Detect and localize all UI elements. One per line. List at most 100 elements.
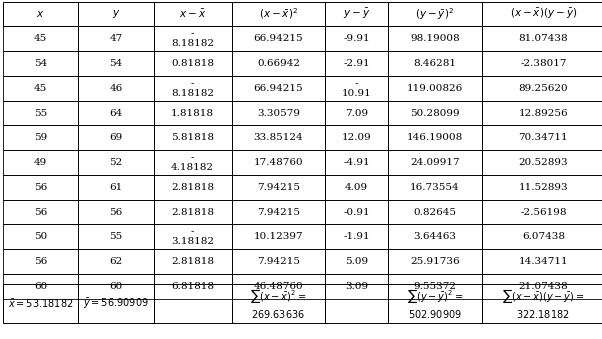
Bar [482, 200, 602, 224]
Bar [154, 150, 232, 175]
Bar [78, 26, 154, 51]
Bar [3, 76, 78, 101]
Text: 60: 60 [34, 282, 48, 291]
Text: -
4.18182: - 4.18182 [171, 153, 214, 172]
Text: 12.89256: 12.89256 [518, 108, 568, 118]
Text: -
3.18182: - 3.18182 [171, 227, 214, 246]
Text: 61: 61 [109, 183, 123, 192]
Text: 70.34711: 70.34711 [518, 133, 568, 142]
Bar [154, 175, 232, 200]
Bar [232, 26, 325, 51]
Bar [325, 125, 388, 150]
Bar [325, 274, 388, 299]
Text: $\sum(x-\bar{x})(y-\bar{y})=$
$322.18182$: $\sum(x-\bar{x})(y-\bar{y})=$ $322.18182… [502, 287, 585, 320]
Bar [388, 2, 482, 26]
Text: 98.19008: 98.19008 [410, 34, 460, 43]
Bar [232, 101, 325, 125]
Bar [325, 200, 388, 224]
Text: 69: 69 [109, 133, 123, 142]
Bar [325, 249, 388, 274]
Text: $x-\bar{x}$: $x-\bar{x}$ [179, 8, 206, 20]
Bar [482, 224, 602, 249]
Bar [3, 284, 78, 323]
Bar [388, 284, 482, 323]
Text: 2.81818: 2.81818 [171, 207, 214, 217]
Bar [3, 125, 78, 150]
Bar [232, 200, 325, 224]
Text: 46: 46 [109, 84, 123, 93]
Bar [388, 274, 482, 299]
Text: 12.09: 12.09 [342, 133, 371, 142]
Text: 66.94215: 66.94215 [253, 84, 303, 93]
Bar [232, 224, 325, 249]
Bar [232, 51, 325, 76]
Text: 6.81818: 6.81818 [171, 282, 214, 291]
Bar [78, 76, 154, 101]
Bar [232, 76, 325, 101]
Bar [78, 101, 154, 125]
Text: 16.73554: 16.73554 [410, 183, 460, 192]
Text: 5.09: 5.09 [345, 257, 368, 266]
Text: -0.91: -0.91 [343, 207, 370, 217]
Text: -2.56198: -2.56198 [520, 207, 566, 217]
Text: 0.82645: 0.82645 [414, 207, 456, 217]
Bar [3, 249, 78, 274]
Bar [388, 175, 482, 200]
Text: 54: 54 [34, 59, 48, 68]
Text: 10.12397: 10.12397 [253, 232, 303, 241]
Text: 64: 64 [109, 108, 123, 118]
Bar [482, 150, 602, 175]
Bar [78, 2, 154, 26]
Text: 33.85124: 33.85124 [253, 133, 303, 142]
Text: $\sum(y-\bar{y})^{2}=$
$502.90909$: $\sum(y-\bar{y})^{2}=$ $502.90909$ [407, 287, 463, 320]
Bar [232, 274, 325, 299]
Bar [78, 125, 154, 150]
Bar [482, 125, 602, 150]
Bar [154, 2, 232, 26]
Bar [232, 150, 325, 175]
Text: 4.09: 4.09 [345, 183, 368, 192]
Text: 7.94215: 7.94215 [257, 207, 300, 217]
Bar [325, 150, 388, 175]
Bar [3, 224, 78, 249]
Text: $x$: $x$ [36, 9, 45, 19]
Text: -
10.91: - 10.91 [342, 79, 371, 98]
Bar [3, 26, 78, 51]
Text: 56: 56 [34, 257, 48, 266]
Text: 59: 59 [34, 133, 48, 142]
Text: $\bar{x}=53.18182$: $\bar{x}=53.18182$ [8, 298, 73, 310]
Text: 55: 55 [109, 232, 123, 241]
Text: 45: 45 [34, 34, 48, 43]
Text: -2.91: -2.91 [343, 59, 370, 68]
Bar [78, 51, 154, 76]
Text: 55: 55 [34, 108, 48, 118]
Bar [388, 249, 482, 274]
Text: $(x-\bar{x})(y-\bar{y})$: $(x-\bar{x})(y-\bar{y})$ [510, 7, 577, 21]
Text: 56: 56 [109, 207, 123, 217]
Bar [154, 200, 232, 224]
Text: 0.66942: 0.66942 [257, 59, 300, 68]
Text: 3.09: 3.09 [345, 282, 368, 291]
Text: 81.07438: 81.07438 [518, 34, 568, 43]
Bar [154, 284, 232, 323]
Bar [3, 2, 78, 26]
Bar [482, 249, 602, 274]
Bar [482, 175, 602, 200]
Bar [388, 76, 482, 101]
Text: 5.81818: 5.81818 [171, 133, 214, 142]
Bar [482, 284, 602, 323]
Bar [482, 101, 602, 125]
Text: -2.38017: -2.38017 [520, 59, 566, 68]
Text: 56: 56 [34, 183, 48, 192]
Text: $\sum(x-\bar{x})^{2}=$
$269.63636$: $\sum(x-\bar{x})^{2}=$ $269.63636$ [250, 287, 306, 320]
Text: 25.91736: 25.91736 [410, 257, 460, 266]
Bar [3, 175, 78, 200]
Bar [78, 150, 154, 175]
Text: 47: 47 [109, 34, 123, 43]
Text: 2.81818: 2.81818 [171, 257, 214, 266]
Bar [78, 249, 154, 274]
Text: 49: 49 [34, 158, 48, 167]
Text: 9.55372: 9.55372 [414, 282, 456, 291]
Text: $\bar{y}=56.90909$: $\bar{y}=56.90909$ [83, 297, 149, 311]
Bar [325, 284, 388, 323]
